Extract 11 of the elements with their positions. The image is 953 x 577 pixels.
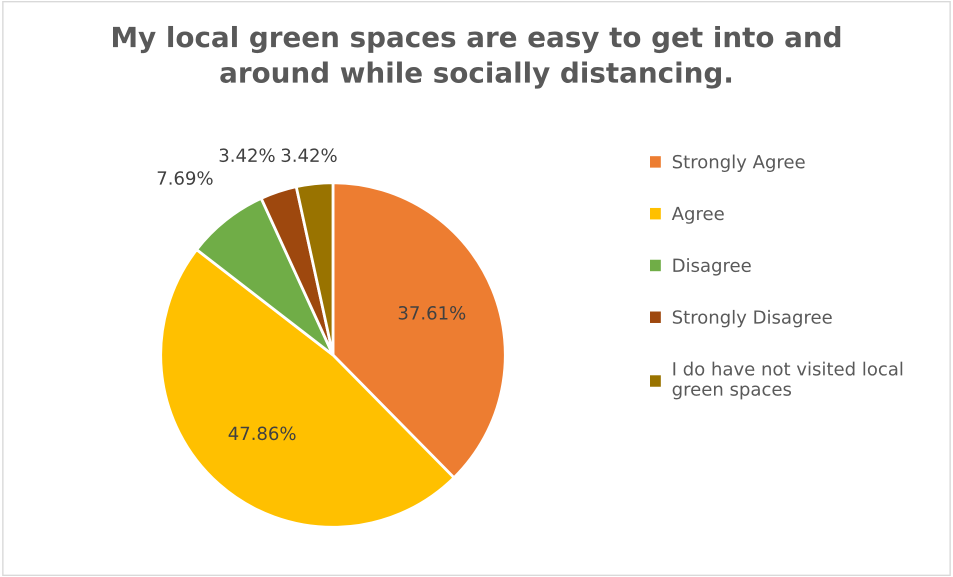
chart-title: My local green spaces are easy to get into and around while socially distancing. <box>113 26 840 89</box>
legend-label: Agree <box>672 206 724 224</box>
data-label: 47.86% <box>228 426 296 440</box>
data-label: 3.42% <box>220 148 275 162</box>
data-label: 7.69% <box>158 171 213 185</box>
data-label: 37.61% <box>398 306 466 320</box>
legend-label: Strongly Agree <box>672 154 805 172</box>
legend-label: I do have not visited local green spaces <box>672 362 902 400</box>
legend-label: Strongly Disagree <box>672 310 832 328</box>
data-label: 3.42% <box>282 148 337 162</box>
legend-label: Disagree <box>673 258 751 276</box>
